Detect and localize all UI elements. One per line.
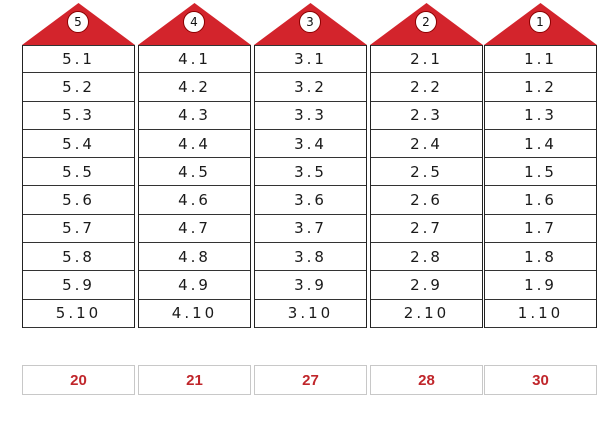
apartment-cell: 4.5	[139, 158, 250, 187]
apartment-cell: 3.5	[255, 158, 366, 187]
apartment-cell: 4.2	[139, 73, 250, 102]
apartment-cell: 3.1	[255, 45, 366, 74]
apartment-cell: 2.6	[371, 186, 482, 215]
apartment-cell: 5.3	[23, 101, 134, 130]
apartment-cell: 3.8	[255, 243, 366, 272]
total-box-house-1: 30	[484, 365, 597, 395]
apartment-cell: 5.8	[23, 243, 134, 272]
apartment-cell: 4.7	[139, 214, 250, 244]
apartment-cell: 2.7	[371, 214, 482, 244]
apartment-cell: 3.4	[255, 129, 366, 159]
apartment-cell: 4.6	[139, 186, 250, 215]
house-number-badge: 3	[299, 11, 321, 33]
house-number-badge: 2	[415, 11, 437, 33]
apartment-cell: 5.9	[23, 271, 134, 300]
apartment-cell: 5.1	[23, 45, 134, 74]
total-box-house-3: 27	[254, 365, 367, 395]
apartment-cell: 1.3	[485, 101, 596, 130]
apartment-list: 2.1 2.2 2.3 2.4 2.5 2.6 2.7 2.8 2.9 2.10	[370, 45, 483, 328]
apartment-cell: 4.10	[139, 299, 250, 328]
apartment-cell: 3.9	[255, 271, 366, 300]
apartment-cell: 2.3	[371, 101, 482, 130]
apartment-cell: 5.2	[23, 73, 134, 102]
apartment-cell: 1.4	[485, 129, 596, 159]
apartment-cell: 3.10	[255, 299, 366, 328]
apartment-cell: 3.6	[255, 186, 366, 215]
apartment-cell: 5.7	[23, 214, 134, 244]
apartment-cell: 3.2	[255, 73, 366, 102]
apartment-cell: 4.8	[139, 243, 250, 272]
apartment-cell: 1.7	[485, 214, 596, 244]
apartment-list: 1.1 1.2 1.3 1.4 1.5 1.6 1.7 1.8 1.9 1.10	[484, 45, 597, 328]
apartment-cell: 5.5	[23, 158, 134, 187]
apartment-cell: 2.10	[371, 299, 482, 328]
apartment-cell: 4.3	[139, 101, 250, 130]
house-number-badge: 1	[529, 11, 551, 33]
apartment-list: 4.1 4.2 4.3 4.4 4.5 4.6 4.7 4.8 4.9 4.10	[138, 45, 251, 328]
apartment-cell: 4.9	[139, 271, 250, 300]
apartment-cell: 5.4	[23, 129, 134, 159]
apartment-cell: 1.6	[485, 186, 596, 215]
apartment-cell: 3.3	[255, 101, 366, 130]
apartment-cell: 2.4	[371, 129, 482, 159]
apartment-cell: 1.9	[485, 271, 596, 300]
apartment-cell: 1.1	[485, 45, 596, 74]
apartment-cell: 1.10	[485, 299, 596, 328]
apartment-cell: 4.4	[139, 129, 250, 159]
total-box-house-4: 21	[138, 365, 251, 395]
apartment-cell: 1.5	[485, 158, 596, 187]
apartment-list: 5.1 5.2 5.3 5.4 5.5 5.6 5.7 5.8 5.9 5.10	[22, 45, 135, 328]
apartment-list: 3.1 3.2 3.3 3.4 3.5 3.6 3.7 3.8 3.9 3.10	[254, 45, 367, 328]
apartment-cell: 5.6	[23, 186, 134, 215]
apartment-cell: 4.1	[139, 45, 250, 74]
house-number-badge: 4	[183, 11, 205, 33]
apartment-cell: 5.10	[23, 299, 134, 328]
apartment-cell: 2.2	[371, 73, 482, 102]
total-box-house-5: 20	[22, 365, 135, 395]
apartment-cell: 2.8	[371, 243, 482, 272]
total-box-house-2: 28	[370, 365, 483, 395]
apartment-cell: 2.5	[371, 158, 482, 187]
apartment-cell: 2.1	[371, 45, 482, 74]
apartment-cell: 1.8	[485, 243, 596, 272]
apartment-cell: 2.9	[371, 271, 482, 300]
house-number-badge: 5	[67, 11, 89, 33]
apartment-cell: 3.7	[255, 214, 366, 244]
apartment-cell: 1.2	[485, 73, 596, 102]
